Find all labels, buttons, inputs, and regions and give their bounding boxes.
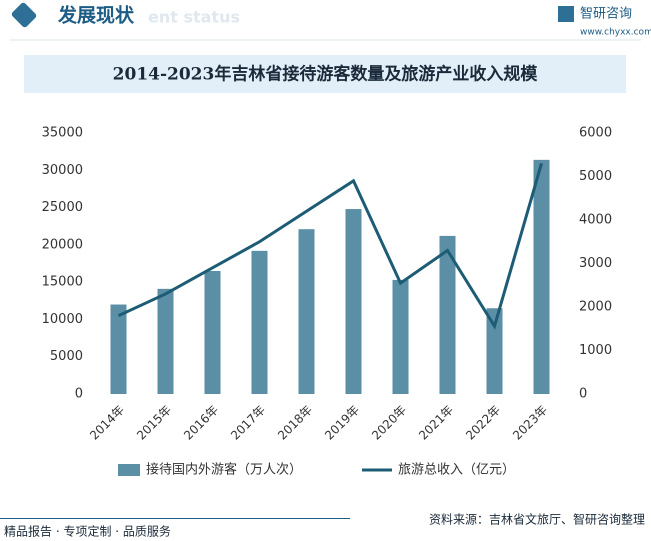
y-tick-label: 30000: [42, 163, 83, 178]
x-tick-label: 2023年: [510, 403, 550, 443]
y2-tick-label: 3000: [579, 256, 612, 271]
y2-tick-label: 1000: [579, 343, 612, 358]
header-title: 发展现状: [57, 4, 135, 27]
bar: [392, 279, 409, 394]
x-tick-label: 2018年: [275, 403, 315, 443]
legend-label: 旅游总收入（亿元）: [398, 463, 515, 478]
x-tick-label: 2014年: [87, 403, 127, 443]
x-tick-label: 2017年: [228, 403, 268, 443]
y2-tick-label: 5000: [579, 169, 612, 184]
x-tick-label: 2022年: [463, 403, 503, 443]
header-icon: [11, 2, 37, 28]
chart-title: 2014-2023年吉林省接待游客数量及旅游产业收入规模: [113, 64, 539, 85]
x-tick-label: 2019年: [322, 403, 362, 443]
bar: [204, 270, 221, 394]
footer-rule: [0, 518, 350, 519]
y-tick-label: 35000: [42, 126, 83, 141]
bar: [298, 229, 315, 394]
footer-left: 精品报告 · 专项定制 · 品质服务: [4, 524, 171, 539]
title-box: [24, 55, 626, 93]
bar: [533, 159, 550, 394]
y-tick-label: 15000: [42, 275, 83, 290]
bar: [486, 308, 503, 394]
y-tick-label: 5000: [50, 349, 83, 364]
logo: 智研咨询: [580, 7, 632, 22]
bar: [251, 250, 268, 394]
footer-right: 资料来源：吉林省文旅厅、智研咨询整理: [429, 512, 645, 527]
x-tick-label: 2016年: [181, 403, 221, 443]
y2-tick-label: 6000: [579, 126, 612, 141]
x-tick-label: 2021年: [416, 403, 456, 443]
legend-swatch: [118, 464, 140, 476]
x-tick-label: 2020年: [369, 403, 409, 443]
bar: [439, 235, 456, 394]
y2-tick-label: 0: [579, 387, 587, 402]
header-subtitle: ent status: [148, 8, 240, 27]
y-tick-label: 20000: [42, 237, 83, 252]
x-tick-label: 2015年: [134, 403, 174, 443]
y-tick-label: 0: [75, 387, 83, 402]
y2-tick-label: 2000: [579, 300, 612, 315]
y2-tick-label: 4000: [579, 213, 612, 228]
y-tick-label: 10000: [42, 312, 83, 327]
bar: [110, 304, 127, 394]
line: [117, 163, 543, 330]
bar: [345, 209, 362, 394]
legend-label: 接待国内外游客（万人次）: [146, 462, 302, 478]
bar: [157, 288, 174, 394]
logo-icon: [558, 6, 574, 22]
url: www.chyxx.com: [580, 28, 651, 38]
y-tick-label: 25000: [42, 200, 83, 215]
